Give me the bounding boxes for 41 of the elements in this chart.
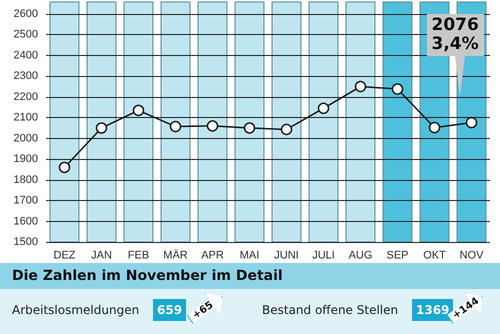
y-tick-label: 1900 — [14, 153, 38, 166]
text: 659 — [153, 299, 186, 321]
x-tick-label: JULI — [312, 250, 335, 262]
point — [280, 124, 292, 136]
point — [170, 120, 182, 132]
y-tick-label: 2500 — [14, 28, 38, 41]
text: Die Zahlen im November im Detail — [0, 263, 500, 289]
point — [354, 80, 366, 92]
x-tick-label: OKT — [423, 250, 446, 262]
point — [466, 116, 478, 128]
point — [96, 122, 108, 134]
x-tick-label: JUNI — [274, 250, 299, 262]
y-tick-label: 1600 — [14, 215, 38, 228]
x-tick-label: DEZ — [54, 250, 76, 262]
point — [318, 102, 330, 114]
annotation: 2076 3,4% — [426, 14, 484, 56]
y-tick-label: 1800 — [14, 174, 38, 186]
x-tick-label: APR — [201, 250, 224, 262]
point — [58, 162, 70, 174]
x-tick-label: FEB — [128, 250, 150, 262]
y-tick-label: 1500 — [14, 236, 38, 248]
point — [244, 122, 256, 134]
point — [428, 122, 440, 134]
y-tick-label: 2000 — [14, 132, 38, 144]
x-tick-label: AUG — [348, 250, 372, 262]
y-tick-label: 2600 — [14, 8, 38, 20]
x-tick-label: MAI — [240, 250, 260, 262]
point — [132, 104, 144, 116]
y-tick-label: 2100 — [14, 112, 38, 124]
text: Arbeitslosmeldungen — [12, 303, 140, 317]
y-tick-label: 2200 — [14, 90, 38, 103]
x-tick-label: JAN — [91, 250, 112, 262]
x-tick-label: SEP — [386, 250, 409, 262]
x-tick-label: MÄR — [163, 248, 188, 262]
x-tick-label: NOV — [460, 250, 484, 262]
text: Bestand offene Stellen — [262, 303, 398, 317]
y-tick-label: 2300 — [14, 70, 38, 82]
y-tick-label: 1700 — [14, 194, 38, 207]
point — [392, 83, 404, 95]
point — [206, 120, 218, 132]
y-tick-label: 2400 — [14, 49, 38, 62]
